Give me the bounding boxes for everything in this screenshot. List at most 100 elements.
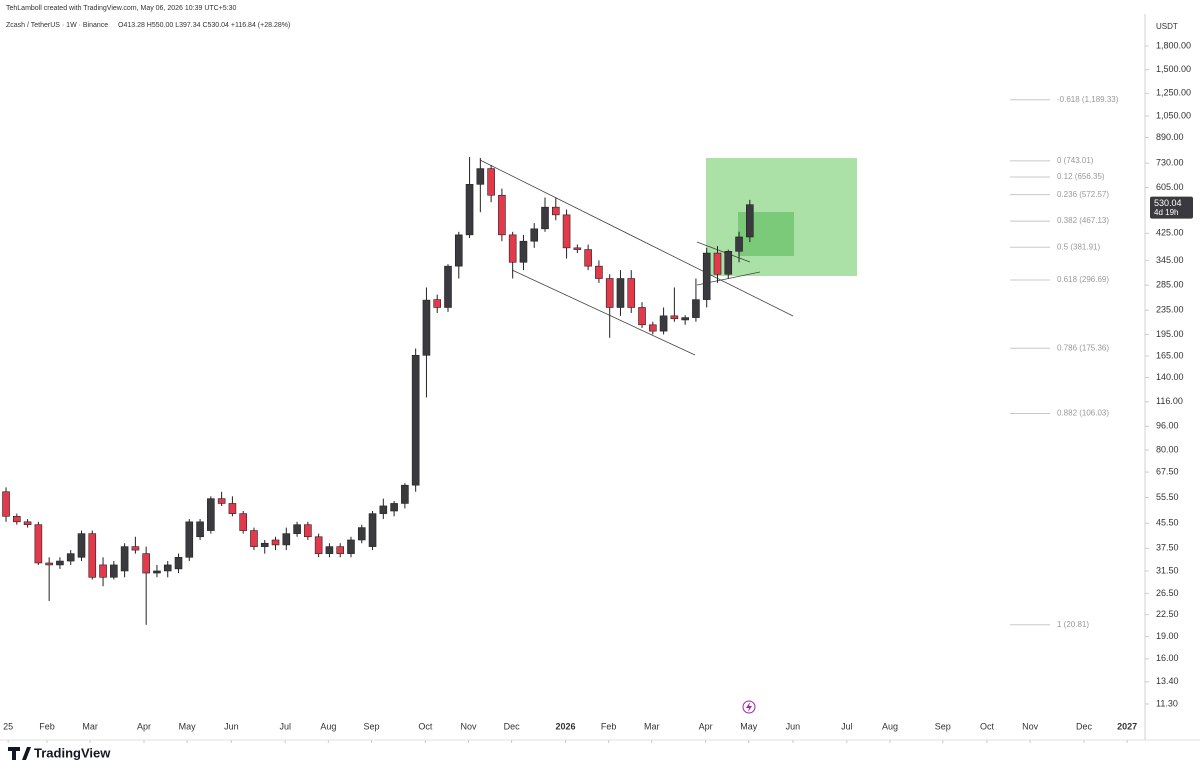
candle-body bbox=[110, 564, 118, 578]
candle-body bbox=[336, 546, 345, 554]
x-tick-label: Dec bbox=[1076, 721, 1093, 731]
y-tick-label: 37.50 bbox=[1156, 543, 1179, 553]
candle-body bbox=[228, 503, 237, 514]
flag-upper bbox=[696, 241, 751, 263]
candle-body bbox=[649, 324, 657, 332]
x-tick-label: Dec bbox=[504, 721, 521, 731]
candle-body bbox=[411, 355, 420, 486]
candle-body bbox=[401, 484, 409, 504]
x-tick-label: Feb bbox=[39, 721, 55, 731]
fib-label: 0.618 (296.69) bbox=[1057, 275, 1109, 284]
channel-upper bbox=[479, 159, 794, 317]
x-tick-label: Aug bbox=[882, 721, 898, 731]
candle-body bbox=[746, 204, 754, 238]
candle-body bbox=[476, 168, 485, 185]
fib-label: 1 (20.81) bbox=[1057, 620, 1089, 629]
y-tick-label: 890.00 bbox=[1156, 132, 1184, 142]
candle-body bbox=[638, 307, 646, 326]
x-tick-label: Oct bbox=[418, 721, 433, 731]
x-tick-label: Jun bbox=[224, 721, 239, 731]
x-tick-label: Jun bbox=[786, 721, 801, 731]
candle-body bbox=[325, 546, 334, 554]
y-tick-label: 425.00 bbox=[1156, 228, 1184, 238]
candle-body bbox=[465, 184, 474, 236]
fib-label: 0.12 (656.35) bbox=[1057, 172, 1105, 181]
candle-body bbox=[163, 564, 172, 572]
y-tick-label: 1,250.00 bbox=[1156, 88, 1191, 98]
candle-body bbox=[605, 278, 614, 308]
last-price-box bbox=[1150, 196, 1193, 219]
candle-body bbox=[77, 533, 86, 558]
y-tick-label: 235.00 bbox=[1156, 305, 1184, 315]
y-tick-label: 285.00 bbox=[1156, 280, 1184, 290]
candle-body bbox=[99, 564, 107, 578]
candle-body bbox=[314, 536, 323, 554]
x-tick-label: Nov bbox=[460, 721, 477, 731]
y-tick-label: 1,500.00 bbox=[1156, 64, 1191, 74]
candle-body bbox=[239, 513, 247, 531]
candle-body bbox=[153, 570, 161, 574]
brand-logo bbox=[8, 747, 31, 760]
candle-body bbox=[487, 168, 495, 196]
candle-body bbox=[573, 247, 582, 250]
candle-body bbox=[45, 562, 53, 566]
candle-body bbox=[131, 546, 140, 551]
x-tick-label: May bbox=[740, 721, 758, 731]
x-tick-label: 2026 bbox=[555, 721, 575, 731]
event-bolt bbox=[746, 702, 752, 712]
candle-body bbox=[422, 299, 431, 356]
y-tick-label: 55.50 bbox=[1156, 492, 1179, 502]
x-tick-label: May bbox=[179, 721, 197, 731]
candle-body bbox=[34, 524, 43, 564]
y-tick-label: 140.00 bbox=[1156, 372, 1184, 382]
fib-label: 0.882 (106.03) bbox=[1057, 409, 1109, 418]
candle-body bbox=[347, 539, 355, 554]
candle-body bbox=[562, 214, 571, 249]
countdown-label: 4d 19h bbox=[1154, 208, 1178, 217]
x-tick-label: 2027 bbox=[1117, 721, 1137, 731]
candle-body bbox=[56, 560, 64, 566]
ohlc-legend: O413.28 H550.00 L397.34 C530.04 +116.84 … bbox=[118, 22, 290, 29]
candle-body bbox=[681, 317, 689, 321]
candle-body bbox=[498, 194, 506, 236]
y-tick-label: 1,050.00 bbox=[1156, 110, 1191, 120]
candle-body bbox=[433, 299, 442, 308]
x-tick-label: Jul bbox=[279, 721, 291, 731]
fib-label: 0.382 (467.13) bbox=[1057, 216, 1109, 225]
y-tick-label: 605.00 bbox=[1156, 182, 1184, 192]
x-tick-label: Jul bbox=[841, 721, 853, 731]
candle-body bbox=[88, 533, 97, 578]
y-tick-label: 116.00 bbox=[1156, 396, 1183, 406]
y-tick-label: 1,800.00 bbox=[1156, 40, 1191, 50]
candle-body bbox=[454, 234, 463, 267]
y-tick-label: 45.50 bbox=[1156, 518, 1179, 528]
y-tick-label: 67.50 bbox=[1156, 466, 1179, 476]
candle-body bbox=[551, 206, 560, 216]
y-tick-label: 730.00 bbox=[1156, 158, 1184, 168]
candle-body bbox=[541, 206, 549, 230]
y-tick-label: 345.00 bbox=[1156, 255, 1184, 265]
plot-area bbox=[2, 157, 754, 625]
last-price-label: 530.04 bbox=[1154, 198, 1182, 208]
candle-body bbox=[368, 513, 377, 547]
candle-body bbox=[250, 530, 258, 547]
x-tick-label: Nov bbox=[1022, 721, 1039, 731]
symbol-title: Zcash / TetherUS · 1W · Binance bbox=[6, 22, 108, 29]
candle-body bbox=[702, 252, 711, 300]
candle-body bbox=[66, 553, 75, 562]
y-tick-label: 195.00 bbox=[1156, 329, 1184, 339]
candle-body bbox=[293, 524, 301, 534]
candle-body bbox=[692, 299, 700, 318]
candle-body bbox=[185, 521, 194, 558]
candle-body bbox=[735, 236, 743, 252]
candle-body bbox=[616, 278, 625, 308]
candle-body bbox=[13, 516, 21, 523]
candle-body bbox=[207, 498, 215, 531]
y-tick-label: 19.00 bbox=[1156, 631, 1179, 641]
x-tick-label: Apr bbox=[699, 721, 713, 731]
candle-body bbox=[659, 315, 668, 332]
y-tick-label: 80.00 bbox=[1156, 444, 1179, 454]
x-tick-label: 25 bbox=[3, 721, 13, 731]
